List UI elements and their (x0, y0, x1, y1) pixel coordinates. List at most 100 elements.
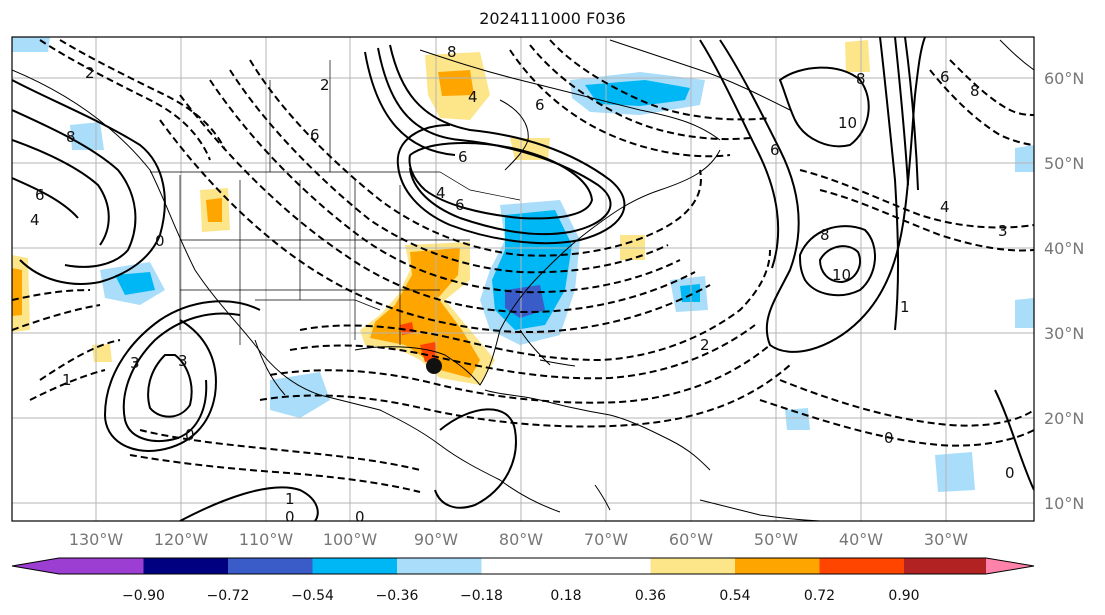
latitude-labels: 60°N 50°N 40°N 30°N 20°N 10°N (1044, 69, 1084, 513)
negative-anomaly-atlantic-core (680, 284, 700, 302)
lon-label: 30°W (924, 530, 968, 549)
solid-contours (12, 37, 1034, 521)
contour-label: 1 (900, 298, 910, 316)
map-title: 2024111000 F036 (479, 9, 626, 28)
graticule (12, 37, 1034, 521)
lon-label: 130°W (69, 530, 124, 549)
colorbar-segment (481, 558, 651, 574)
contour-label: 6 (455, 196, 465, 214)
political-borders (150, 60, 521, 345)
colorbar-label: 0.54 (719, 588, 750, 604)
colorbar-label: −0.36 (376, 588, 419, 604)
negative-anomaly-small-5 (12, 37, 50, 52)
negative-anomaly-strong (505, 285, 545, 318)
positive-anomaly-westedge-core (12, 268, 22, 316)
colorbar-label: −0.90 (122, 588, 165, 604)
map-frame (11, 36, 1035, 522)
colorbar-segment (986, 558, 1034, 574)
contour-label: 3 (178, 352, 188, 370)
negative-anomaly-small-1 (785, 408, 810, 430)
lat-label: 10°N (1044, 494, 1084, 513)
negative-anomaly-pacific-core (115, 272, 155, 295)
contour-label: 6 (940, 68, 950, 86)
colorbar-segment (397, 558, 482, 574)
negative-anomaly-mexico (270, 372, 330, 418)
lon-label: 120°W (154, 530, 209, 549)
colorbar: −0.90 −0.72 −0.54 −0.36 −0.18 0.18 0.36 … (11, 557, 1035, 604)
colorbar-segment (12, 558, 59, 574)
contour-label: 8 (856, 70, 866, 88)
lon-label: 70°W (584, 530, 628, 549)
contour-label: 4 (436, 184, 446, 202)
colorbar-label: −0.54 (291, 588, 334, 604)
contour-label: 4 (940, 198, 950, 216)
contour-label: 4 (468, 88, 478, 106)
contour-label: 1 (285, 490, 295, 508)
contour-label: 10 (838, 114, 857, 132)
colorbar-segment (312, 558, 397, 574)
positive-anomaly-north-core (438, 70, 474, 96)
contour-label: 0 (155, 232, 165, 250)
contour-label: 8 (447, 43, 457, 61)
negative-anomaly-small-3 (1015, 145, 1034, 172)
contour-label: 0 (355, 508, 365, 526)
dashed-contours (12, 39, 1034, 493)
lat-label: 40°N (1044, 239, 1084, 258)
colorbar-segment (904, 558, 986, 574)
positive-anomaly-rockies-core (206, 198, 222, 222)
colorbar-outline (11, 557, 1035, 575)
colorbar-segment (650, 558, 735, 574)
colorbar-label: −0.72 (207, 588, 250, 604)
colorbar-segment (735, 558, 820, 574)
contour-label: 0 (1005, 464, 1015, 482)
colorbar-segment (59, 558, 144, 574)
contour-label: 3 (130, 354, 140, 372)
colorbar-label: 0.90 (888, 588, 919, 604)
contour-label: 6 (310, 126, 320, 144)
lat-label: 30°N (1044, 324, 1084, 343)
lat-label: 60°N (1044, 69, 1084, 88)
contour-label: 6 (458, 148, 468, 166)
contour-label: 6 (535, 96, 545, 114)
storm-center-marker (426, 358, 442, 374)
colorbar-label: −0.18 (460, 588, 503, 604)
contour-label: 0 (884, 429, 894, 447)
contour-label: 8 (66, 128, 76, 146)
negative-anomaly-east-atlantic (935, 452, 975, 492)
lat-label: 20°N (1044, 409, 1084, 428)
contour-label: 1 (62, 371, 72, 389)
contour-label: 10 (832, 266, 851, 284)
positive-anomaly-small-1 (845, 40, 870, 72)
colorbar-label: 0.18 (550, 588, 581, 604)
colorbar-label: 0.36 (635, 588, 666, 604)
lon-label: 100°W (323, 530, 378, 549)
lon-label: 50°W (754, 530, 798, 549)
contour-label: 2 (320, 76, 330, 94)
contour-label: 8 (820, 226, 830, 244)
contour-label: 2 (700, 336, 710, 354)
lat-label: 50°N (1044, 154, 1084, 173)
positive-anomaly-small-2 (92, 344, 112, 362)
colorbar-segment (819, 558, 904, 574)
lon-label: 110°W (239, 530, 294, 549)
contour-label: 8 (970, 82, 980, 100)
contour-label: 3 (998, 222, 1008, 240)
contour-label: 0 (285, 508, 295, 526)
lon-label: 40°W (839, 530, 883, 549)
lon-label: 80°W (499, 530, 543, 549)
colorbar-label: 0.72 (804, 588, 835, 604)
longitude-labels: 130°W 120°W 110°W 100°W 90°W 80°W 70°W 6… (69, 530, 968, 549)
positive-anomaly-max-2 (400, 322, 414, 335)
colorbar-segment (228, 558, 313, 574)
contour-label: 6 (35, 186, 45, 204)
contour-label: 4 (30, 211, 40, 229)
lon-label: 90°W (414, 530, 458, 549)
contour-label: 6 (770, 141, 780, 159)
colorbar-labels: −0.90 −0.72 −0.54 −0.36 −0.18 0.18 0.36 … (122, 588, 920, 604)
contour-label: 0 (185, 426, 195, 444)
contour-labels: 8 4 6 2 6 8 2 4 6 0 3 1 3 6 8 10 8 10 6 … (30, 43, 1015, 526)
colorbar-segment (143, 558, 228, 574)
coastlines (12, 39, 1034, 521)
lon-label: 60°W (669, 530, 713, 549)
